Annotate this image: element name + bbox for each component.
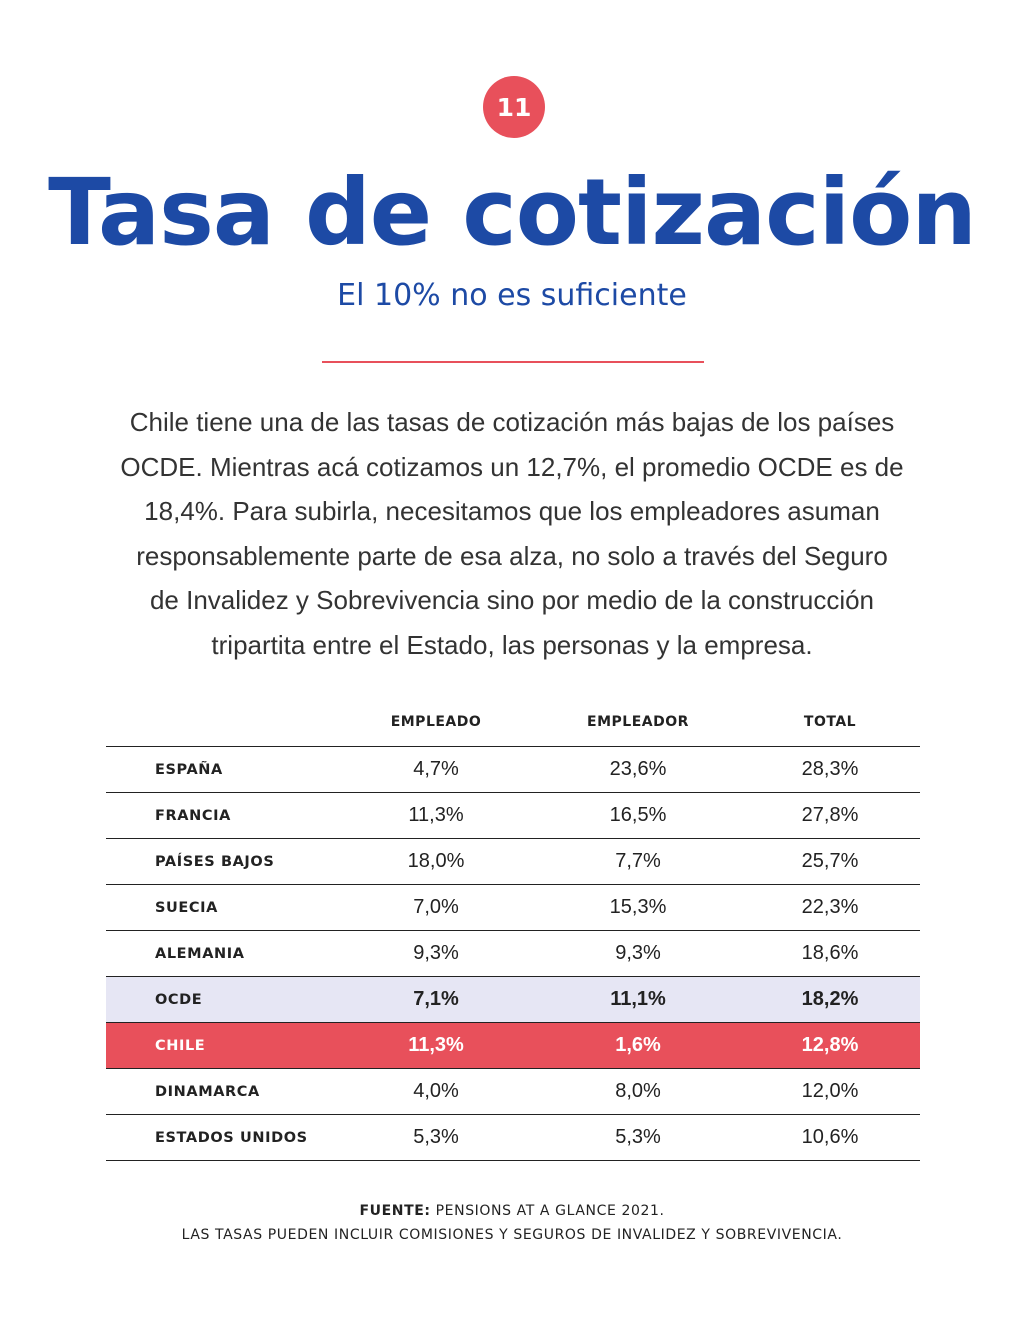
empleador-value: 8,0% bbox=[615, 1080, 661, 1102]
intro-line: Chile tiene una de las tasas de cotizaci… bbox=[129, 407, 895, 437]
page-subtitle: El 10% no es suficiente bbox=[337, 278, 687, 313]
header-empleador: EMPLEADOR bbox=[587, 714, 689, 730]
intro-line: 18,4%. Para subirla, necesitamos que los… bbox=[144, 496, 880, 526]
empleado-value: 4,7% bbox=[413, 758, 459, 780]
section-number-badge: 11 bbox=[483, 76, 545, 138]
title-divider bbox=[322, 361, 704, 363]
country-name: OCDE bbox=[155, 992, 203, 1008]
table-row: DINAMARCA 4,0% 8,0% 12,0% bbox=[106, 1069, 920, 1115]
contribution-rates-table: EMPLEADO EMPLEADOR TOTAL ESPAÑA 4,7% 23,… bbox=[106, 700, 920, 1161]
table-row: PAÍSES BAJOS 18,0% 7,7% 25,7% bbox=[106, 839, 920, 885]
table-row: ESTADOS UNIDOS 5,3% 5,3% 10,6% bbox=[106, 1115, 920, 1161]
table-row-oecd-highlight: OCDE 7,1% 11,1% 18,2% bbox=[106, 977, 920, 1023]
total-value: 22,3% bbox=[801, 896, 859, 918]
table-row: ESPAÑA 4,7% 23,6% 28,3% bbox=[106, 747, 920, 793]
intro-line: OCDE. Mientras acá cotizamos un 12,7%, e… bbox=[120, 451, 904, 482]
header-empleado: EMPLEADO bbox=[390, 714, 482, 730]
footnote: LAS TASAS PUEDEN INCLUIR COMISIONES Y SE… bbox=[181, 1227, 843, 1243]
empleador-value: 15,3% bbox=[609, 896, 667, 918]
page-title: Tasa de cotización bbox=[48, 159, 977, 266]
intro-line: tripartita entre el Estado, las personas… bbox=[211, 629, 813, 660]
total-value: 12,8% bbox=[801, 1034, 859, 1056]
total-value: 27,8% bbox=[801, 804, 859, 826]
empleador-value: 1,6% bbox=[615, 1034, 661, 1056]
empleador-value: 9,3% bbox=[615, 942, 661, 964]
source-text: PENSIONS AT A GLANCE 2021. bbox=[430, 1203, 665, 1219]
table-row: SUECIA 7,0% 15,3% 22,3% bbox=[106, 885, 920, 931]
total-value: 10,6% bbox=[801, 1126, 859, 1148]
empleador-value: 23,6% bbox=[609, 758, 667, 780]
country-name: DINAMARCA bbox=[155, 1084, 260, 1100]
intro-line: de Invalidez y Sobrevivencia sino por me… bbox=[149, 585, 875, 615]
country-name: CHILE bbox=[155, 1038, 206, 1054]
total-value: 12,0% bbox=[801, 1080, 859, 1102]
empleador-value: 11,1% bbox=[610, 988, 666, 1010]
empleado-value: 4,0% bbox=[413, 1080, 459, 1102]
country-name: ALEMANIA bbox=[155, 946, 245, 962]
country-name: ESPAÑA bbox=[155, 762, 223, 778]
header-total: TOTAL bbox=[803, 714, 857, 730]
table-header: EMPLEADO EMPLEADOR TOTAL bbox=[106, 700, 920, 747]
country-name: SUECIA bbox=[155, 900, 218, 916]
empleado-value: 11,3% bbox=[408, 1034, 464, 1056]
country-name: FRANCIA bbox=[155, 808, 231, 824]
intro-paragraph: Chile tiene una de las tasas de cotizaci… bbox=[110, 400, 914, 667]
empleado-value: 5,3% bbox=[413, 1126, 459, 1148]
table-row: ALEMANIA 9,3% 9,3% 18,6% bbox=[106, 931, 920, 977]
intro-line: responsablemente parte de esa alza, no s… bbox=[136, 540, 888, 571]
empleado-value: 9,3% bbox=[413, 942, 459, 964]
country-name: PAÍSES BAJOS bbox=[155, 854, 275, 870]
total-value: 28,3% bbox=[801, 758, 859, 780]
empleador-value: 7,7% bbox=[615, 850, 661, 872]
empleado-value: 7,1% bbox=[413, 988, 459, 1010]
empleador-value: 16,5% bbox=[609, 804, 667, 826]
table-row: FRANCIA 11,3% 16,5% 27,8% bbox=[106, 793, 920, 839]
empleado-value: 11,3% bbox=[408, 804, 464, 826]
total-value: 25,7% bbox=[801, 850, 859, 872]
source-footer: FUENTE: PENSIONS AT A GLANCE 2021. LAS T… bbox=[0, 1199, 1024, 1247]
source-line: FUENTE: PENSIONS AT A GLANCE 2021. bbox=[0, 1199, 1024, 1223]
total-value: 18,2% bbox=[801, 988, 859, 1010]
total-value: 18,6% bbox=[801, 942, 859, 964]
table-row-chile-highlight: CHILE 11,3% 1,6% 12,8% bbox=[106, 1023, 920, 1069]
empleador-value: 5,3% bbox=[615, 1126, 661, 1148]
empleado-value: 18,0% bbox=[407, 850, 465, 872]
source-label: FUENTE: bbox=[359, 1203, 431, 1219]
country-name: ESTADOS UNIDOS bbox=[155, 1130, 308, 1146]
empleado-value: 7,0% bbox=[413, 896, 459, 918]
